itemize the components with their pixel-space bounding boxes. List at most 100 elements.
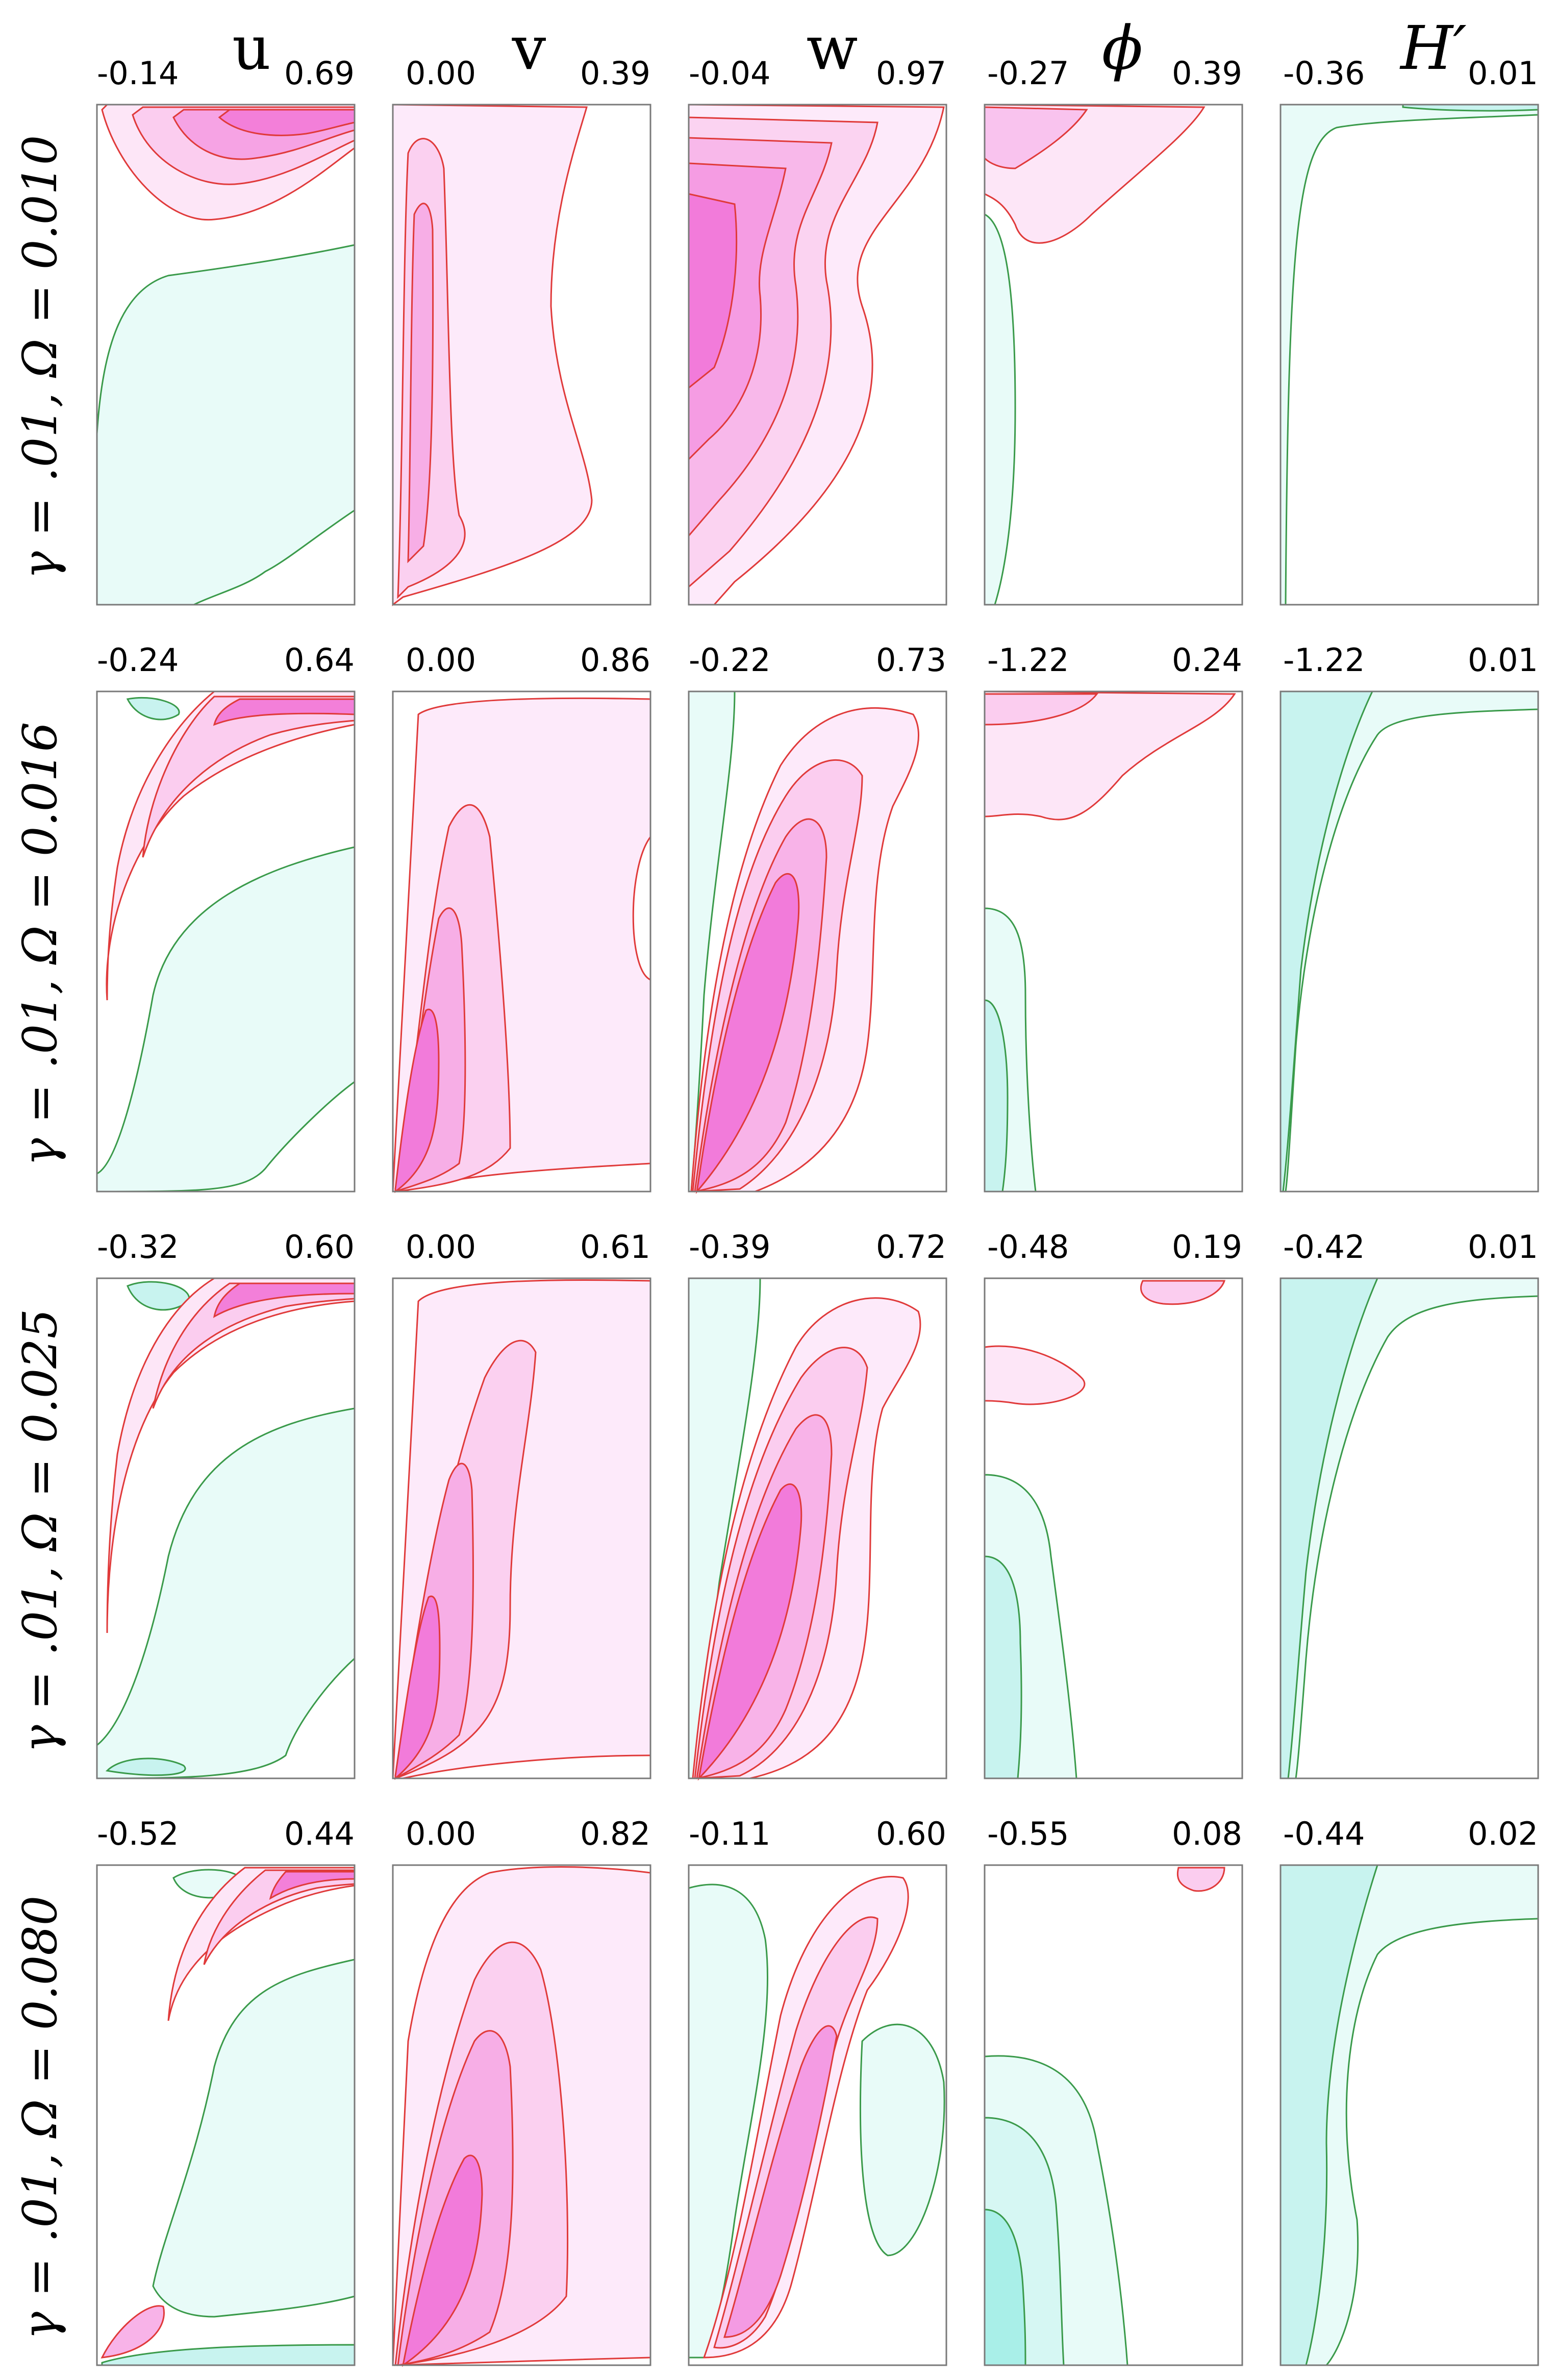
r2-u-negative-corner — [126, 697, 180, 721]
column-title-w: w — [806, 13, 858, 83]
r2-hp-min: -1.22 — [1283, 641, 1365, 679]
r2-u-negative-main — [96, 846, 356, 1193]
r3-u-positive-mid — [152, 1282, 356, 1409]
panel-r1-u — [96, 104, 356, 606]
r4-v-max: 0.82 — [580, 1815, 650, 1852]
r1-hp-negative-region — [1279, 104, 1539, 606]
r1-v-max: 0.39 — [580, 55, 650, 92]
r1-u-negative-region — [96, 244, 356, 606]
r4-phi-max: 0.08 — [1172, 1815, 1242, 1852]
r4-u-positive-bottom — [101, 2305, 165, 2359]
panel-r2-v — [392, 690, 651, 1193]
r4-u-max: 0.44 — [284, 1815, 355, 1852]
r1-phi-min: -0.27 — [987, 55, 1069, 92]
panel-r2-w — [688, 690, 947, 1194]
panel-r4-hprime — [1279, 1864, 1539, 2366]
row-label-4: γ = .01, Ω = 0.080 — [13, 1896, 67, 2340]
r4-v-min: 0.00 — [406, 1815, 476, 1852]
r3-w-positive-core — [697, 1483, 802, 1781]
r1-u-positive-core — [218, 109, 356, 136]
panel-r3-hprime — [1279, 1277, 1539, 1779]
r2-v-min: 0.00 — [406, 641, 476, 679]
r2-v-positive-core — [394, 1008, 440, 1193]
r4-v-positive-core — [401, 2154, 483, 2367]
r2-u-min: -0.24 — [97, 641, 179, 679]
r3-hp-min: -0.42 — [1283, 1228, 1365, 1266]
panel-r1-hprime — [1279, 104, 1539, 606]
r4-phi-min: -0.55 — [987, 1815, 1069, 1852]
r2-u-positive-mid — [142, 696, 356, 858]
r2-phi-positive-top — [984, 693, 1099, 726]
r2-phi-min: -1.22 — [987, 641, 1069, 679]
r3-u-max: 0.60 — [284, 1228, 355, 1266]
r1-w-min: -0.04 — [689, 55, 770, 92]
r3-phi-max: 0.19 — [1172, 1228, 1242, 1266]
r4-hp-min: -0.44 — [1283, 1815, 1365, 1852]
r4-u-negative-main — [152, 1958, 356, 2318]
r2-v-max: 0.86 — [580, 641, 650, 679]
r2-phi-positive-region — [984, 690, 1236, 821]
r1-u-max: 0.69 — [284, 55, 355, 92]
r4-hp-max: 0.02 — [1468, 1815, 1538, 1852]
r3-phi-positive-blob — [984, 1345, 1086, 1405]
r4-u-positive-core — [269, 1871, 356, 1900]
r1-hp-negative-inner — [1402, 104, 1539, 112]
panel-r3-u — [96, 1277, 356, 1779]
r3-hp-negative-inner — [1279, 1277, 1379, 1779]
r3-phi-positive-top — [1140, 1280, 1226, 1305]
r4-u-positive-outer — [167, 1867, 356, 2021]
r2-hp-negative-inner — [1279, 690, 1374, 1193]
r1-hp-max: 0.01 — [1468, 55, 1538, 92]
r2-u-max: 0.64 — [284, 641, 355, 679]
column-title-v: v — [512, 13, 546, 83]
r4-w-negative-right — [860, 2023, 945, 2257]
r2-w-min: -0.22 — [689, 641, 770, 679]
panel-r3-w — [688, 1277, 947, 1781]
r3-phi-negative-inner — [984, 1555, 1022, 1779]
panel-r1-phi — [984, 104, 1243, 606]
r2-u-positive-core — [213, 698, 356, 726]
panel-r1-w — [688, 104, 947, 606]
panel-r3-phi — [984, 1277, 1243, 1779]
r4-w-positive-core — [723, 2025, 838, 2338]
row-label-2: γ = .01, Ω = 0.016 — [13, 722, 67, 1167]
r3-u-negative-main — [96, 1407, 356, 1779]
panel-r4-u — [96, 1864, 356, 2366]
r4-u-negative-bottom-strip — [101, 2344, 356, 2366]
panel-r3-v — [392, 1277, 651, 1780]
r3-v-min: 0.00 — [406, 1228, 476, 1266]
r4-w-max: 0.60 — [876, 1815, 946, 1852]
r3-hp-negative-outer — [1279, 1277, 1539, 1779]
r1-w-max: 0.97 — [876, 55, 946, 92]
r2-hp-max: 0.01 — [1468, 641, 1538, 679]
r2-phi-max: 0.24 — [1172, 641, 1242, 679]
row-label-3: γ = .01, Ω = 0.025 — [13, 1309, 67, 1753]
panel-r4-phi — [984, 1864, 1243, 2366]
r4-hp-negative-inner — [1279, 1864, 1379, 2366]
r1-w-positive-core — [688, 193, 738, 390]
r2-w-max: 0.73 — [876, 641, 946, 679]
r1-v-positive-inner — [407, 203, 434, 563]
r1-u-min: -0.14 — [97, 55, 179, 92]
r3-v-max: 0.61 — [580, 1228, 650, 1266]
r2-w-positive-core — [695, 873, 800, 1194]
panel-r4-w — [688, 1864, 947, 2366]
r1-phi-negative-region — [984, 213, 1016, 606]
r3-w-max: 0.72 — [876, 1228, 946, 1266]
r4-u-min: -0.52 — [97, 1815, 179, 1852]
column-title-hprime: H′ — [1399, 13, 1467, 83]
r1-phi-max: 0.39 — [1172, 55, 1242, 92]
r4-phi-negative-inner — [984, 2209, 1026, 2366]
panel-r1-v — [392, 104, 651, 606]
panel-r2-hprime — [1279, 690, 1539, 1193]
r2-phi-negative-inner — [984, 999, 1009, 1193]
r3-v-positive-core — [394, 1595, 441, 1780]
r4-u-positive-mid — [203, 1869, 356, 1965]
panel-r2-phi — [984, 690, 1243, 1193]
column-title-u: u — [232, 13, 271, 83]
r3-hp-max: 0.01 — [1468, 1228, 1538, 1266]
panel-r4-v — [392, 1864, 651, 2367]
r3-phi-min: -0.48 — [987, 1228, 1069, 1266]
r3-u-min: -0.32 — [97, 1228, 179, 1266]
